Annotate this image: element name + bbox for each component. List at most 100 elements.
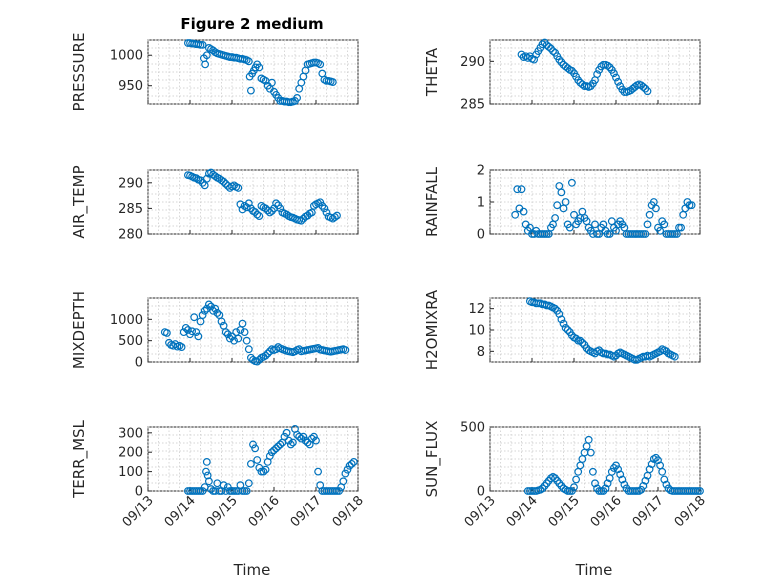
sun_flux-data-point <box>633 487 641 495</box>
terr_msl-data-point <box>202 458 211 466</box>
terr_msl-ytick-label: 100 <box>118 465 143 480</box>
terr_msl-xtick-label: 09/17 <box>288 493 325 530</box>
rainfall-ytick-label: 0 <box>477 228 485 243</box>
terr_msl-data-point <box>312 436 320 445</box>
mixdepth-data-point <box>211 304 220 313</box>
terr_msl-series <box>183 425 358 495</box>
terr_msl-data-point <box>202 467 210 476</box>
air_temp-data-point <box>230 181 239 190</box>
theta-data-point <box>612 73 620 82</box>
rainfall-data-point <box>639 230 648 238</box>
rainfall-data-point <box>660 220 669 229</box>
rainfall-data-point <box>645 210 654 219</box>
terr_msl-data-point <box>299 432 308 441</box>
mixdepth-data-point <box>238 319 247 328</box>
sun_flux-data-point <box>696 487 704 495</box>
rainfall-data-point <box>593 230 601 238</box>
theta-data-point <box>610 69 618 78</box>
air_temp-data-point <box>265 208 274 217</box>
sun_flux-data-point <box>658 467 667 476</box>
theta-ytick-label: 285 <box>460 98 485 113</box>
air_temp-data-point <box>211 172 220 181</box>
h2omixra-ylabel: H2OMIXRA <box>423 289 441 370</box>
theta-data-point <box>614 77 622 86</box>
terr_msl-data-point <box>272 444 281 453</box>
rainfall-data-point <box>668 230 677 238</box>
h2omixra-data-point <box>561 323 570 332</box>
air_temp-data-point <box>282 210 291 219</box>
mixdepth-data-point <box>192 328 201 337</box>
h2omixra-series <box>526 297 679 364</box>
mixdepth-data-point <box>253 357 262 366</box>
theta-data-point <box>538 40 547 49</box>
theta-data-point <box>544 42 553 51</box>
terr_msl-data-point <box>349 458 358 466</box>
h2omixra-data-point <box>574 336 583 345</box>
pressure-data-point <box>244 57 253 66</box>
sun_flux-data-point <box>589 467 597 476</box>
h2omixra-data-point <box>557 315 566 324</box>
air_temp-data-point <box>192 174 201 183</box>
terr_msl-data-point <box>289 438 297 447</box>
pressure-data-point <box>293 94 302 102</box>
mixdepth-ytick-label: 500 <box>118 334 143 349</box>
theta-ylabel: THETA <box>423 47 441 97</box>
rainfall-data-point <box>643 220 652 229</box>
mixdepth-data-point <box>314 344 323 352</box>
pressure-data-point <box>201 60 210 69</box>
terr_msl-ytick-label: 0 <box>135 485 143 500</box>
terr_msl-data-point <box>230 487 239 495</box>
sun_flux-data-point <box>664 484 673 493</box>
mixdepth-data-point <box>213 309 222 317</box>
air_temp-ylabel: AIR_TEMP <box>70 165 89 238</box>
air_temp-data-point <box>322 208 331 217</box>
rainfall-data-point <box>685 201 694 210</box>
theta-data-point <box>599 60 608 69</box>
air_temp-data-point <box>219 177 228 186</box>
terr_msl-data-point <box>345 461 354 470</box>
sun_flux-data-point <box>639 481 648 490</box>
theta-data-point <box>578 80 587 89</box>
h2omixra-ytick-label: 8 <box>477 345 485 360</box>
air_temp-data-point <box>236 200 245 209</box>
mixdepth-data-point <box>244 345 253 354</box>
terr_msl-data-point <box>265 452 274 460</box>
terr_msl-data-point <box>246 459 255 468</box>
h2omixra-data-point <box>572 334 580 343</box>
air_temp-ytick-label: 290 <box>118 176 143 191</box>
mixdepth-data-point <box>242 336 251 345</box>
rainfall-data-point <box>519 207 528 216</box>
terr_msl-data-point <box>257 467 266 476</box>
rainfall-data-point <box>652 204 660 213</box>
rainfall-data-point <box>553 201 562 210</box>
sun_flux-data-point <box>694 487 702 495</box>
pressure-series <box>183 39 337 107</box>
terr_msl-data-point <box>335 487 344 495</box>
terr_msl-data-point <box>284 436 293 445</box>
air_temp-data-point <box>331 213 339 222</box>
terr_msl-data-point <box>310 432 318 441</box>
mixdepth-data-point <box>341 346 350 354</box>
pressure-data-point <box>196 40 205 49</box>
air_temp-data-point <box>261 204 270 213</box>
rainfall-data-point <box>687 201 696 210</box>
terr_msl-xtick-label: 09/15 <box>204 493 241 530</box>
terr_msl-data-point <box>341 469 350 478</box>
sun_flux-data-point <box>563 487 572 495</box>
terr_msl-data-point <box>253 456 262 464</box>
air_temp-data-point <box>297 216 306 225</box>
theta-data-point <box>549 47 557 55</box>
sun_flux-data-point <box>586 448 595 457</box>
air_temp-data-point <box>272 199 281 208</box>
x-axis-label-right: Time <box>575 561 613 579</box>
mixdepth-data-point <box>190 313 199 322</box>
pressure-data-point <box>268 78 276 87</box>
terr_msl-data-point <box>242 487 251 495</box>
rainfall-data-point <box>511 210 520 219</box>
terr_msl-data-point <box>307 434 316 443</box>
rainfall-data-point <box>565 223 574 232</box>
h2omixra-data-point <box>559 319 568 328</box>
terr_msl-xtick-label: 09/14 <box>162 493 199 530</box>
